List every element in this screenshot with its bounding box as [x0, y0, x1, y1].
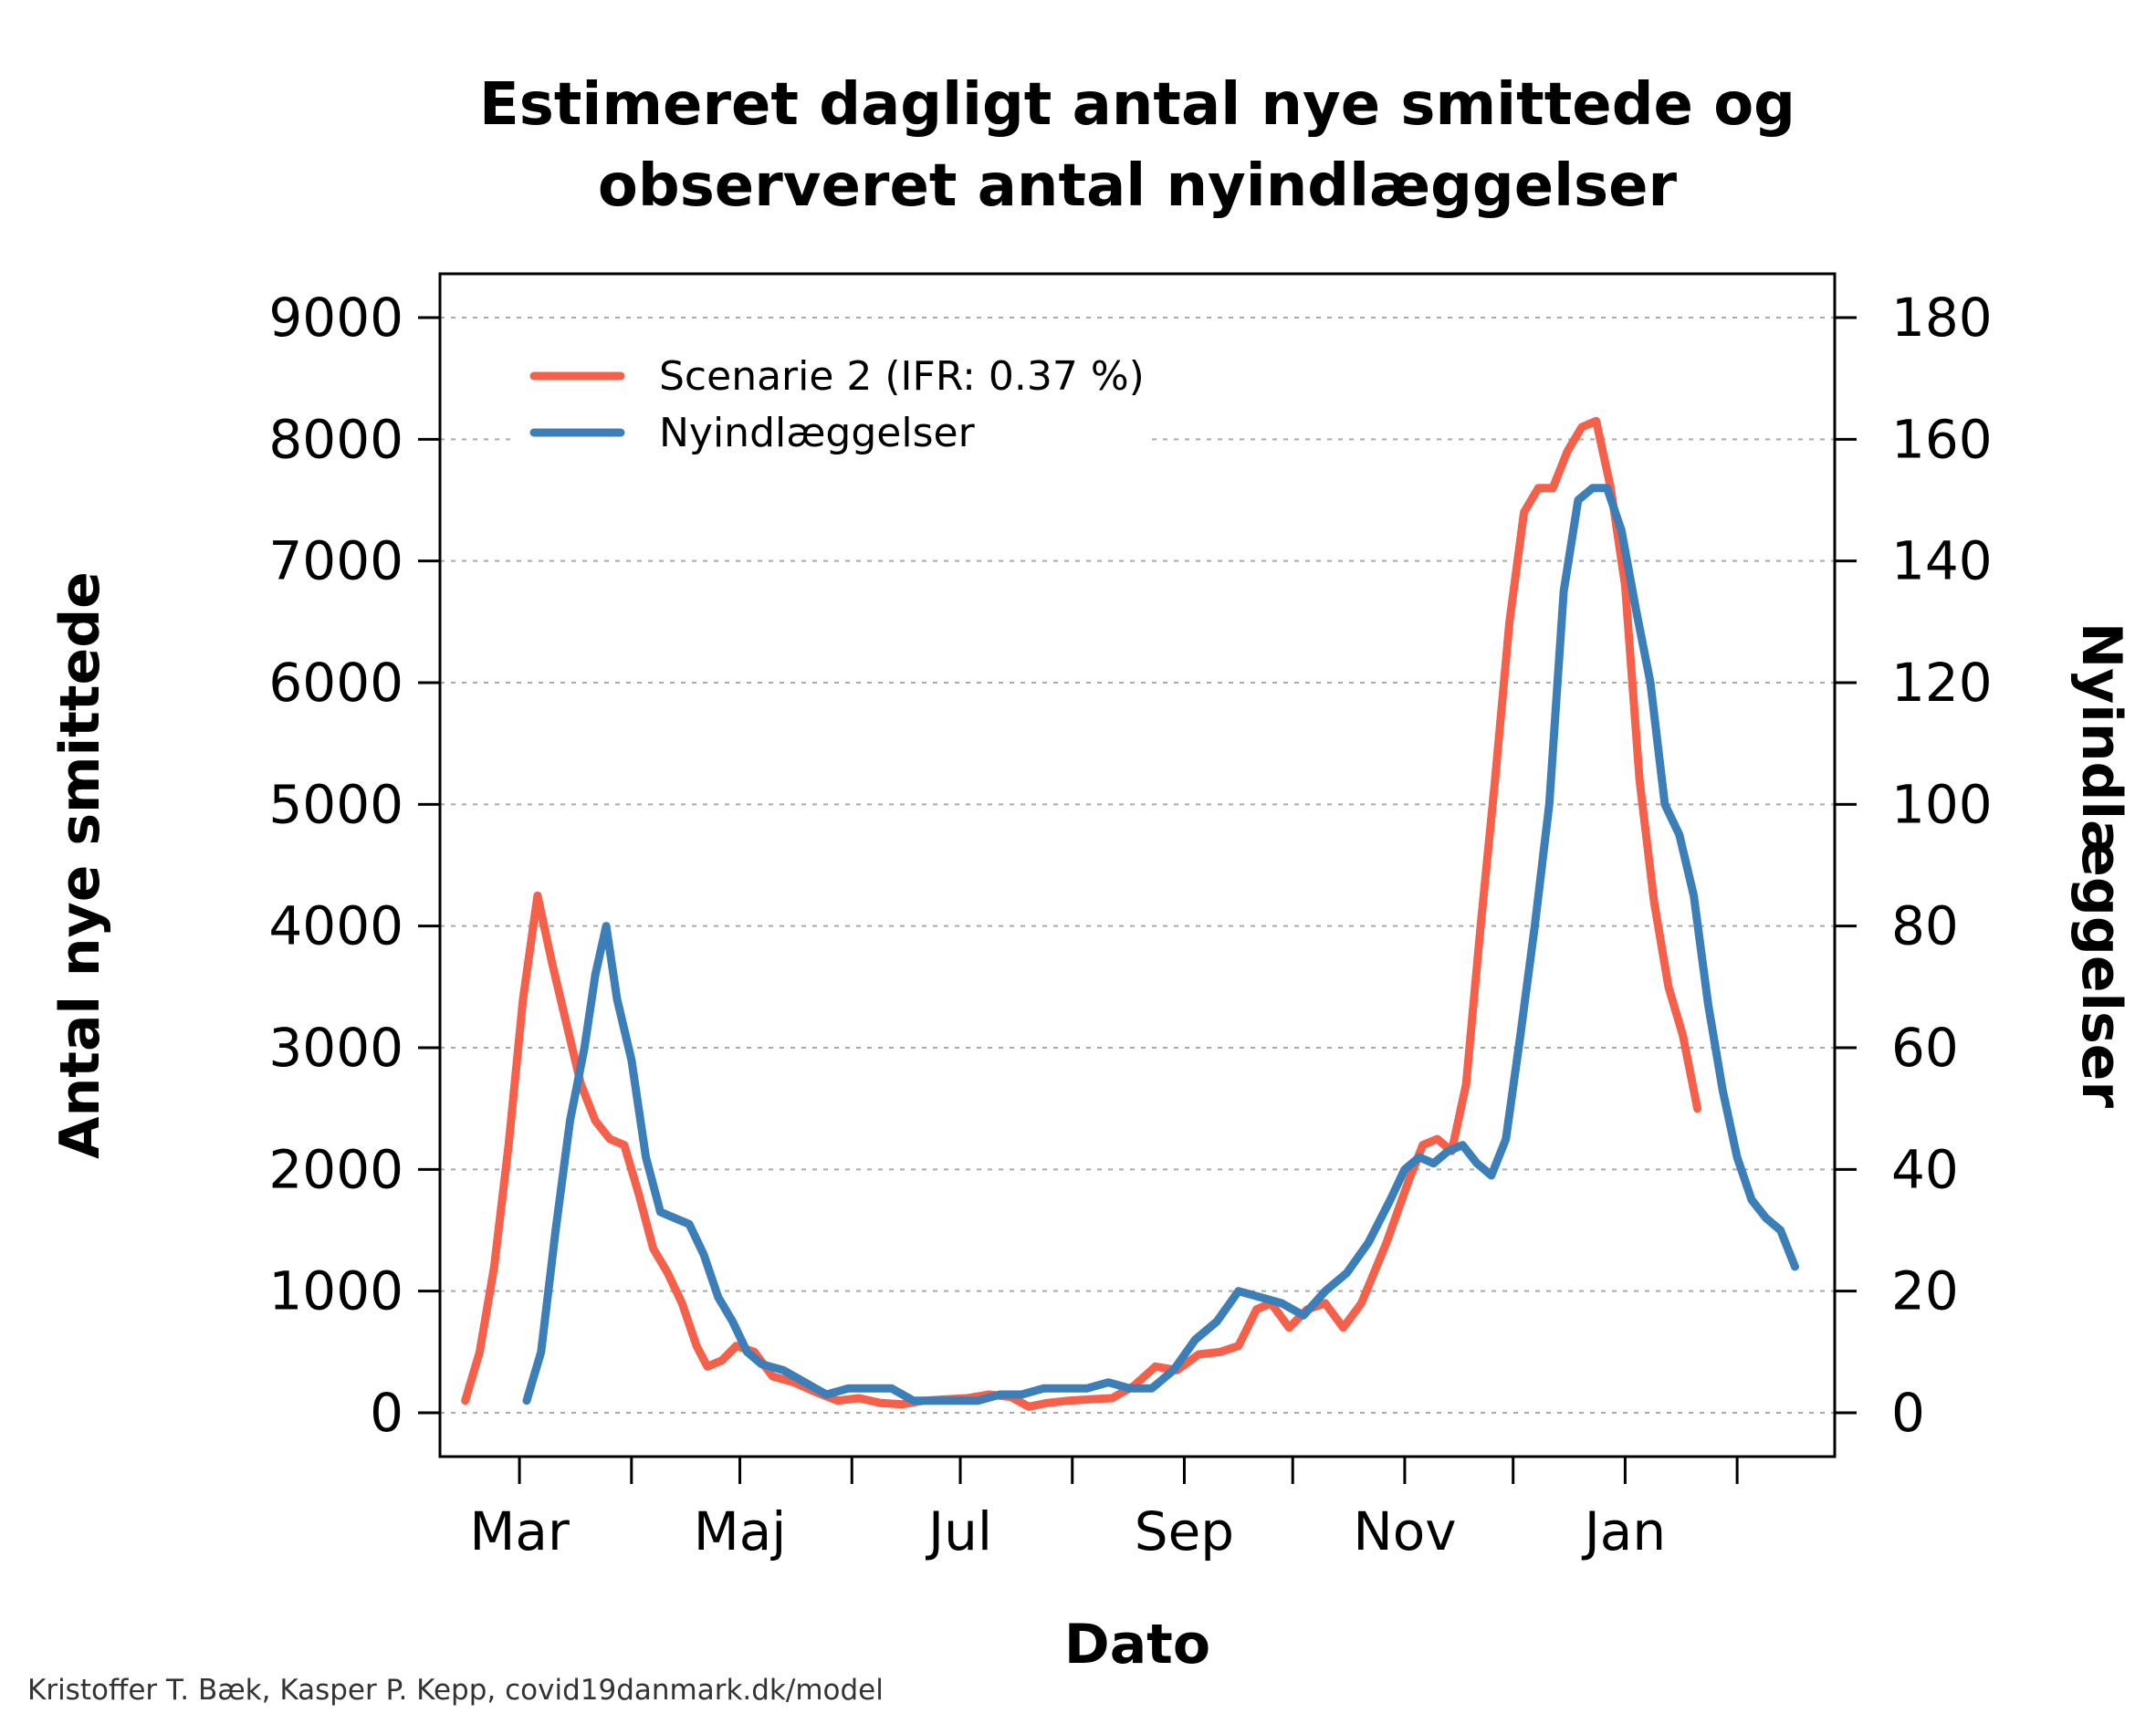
y-left-tick-label: 0 — [370, 1382, 403, 1444]
series-lines — [461, 416, 1799, 1411]
chart-title-line-1: Estimeret dagligt antal nye smittede og — [479, 71, 1795, 139]
series-line-nyindlaeggelser — [522, 484, 1799, 1405]
y-right-tick-label: 140 — [1891, 530, 1993, 592]
y-right-tick-label: 160 — [1891, 408, 1993, 470]
x-tick-label: Jul — [926, 1500, 992, 1562]
y-right-tick-label: 100 — [1891, 773, 1993, 835]
y-left-tick-label: 7000 — [268, 530, 403, 592]
right-axis: 0 20 40 60 80 100 120 140 160 180 — [1835, 287, 1993, 1444]
y-left-tick-label: 9000 — [268, 287, 403, 349]
x-tick-label: Nov — [1353, 1500, 1456, 1562]
y-right-tick-label: 60 — [1891, 1017, 1959, 1079]
series-line-scenarie — [461, 416, 1702, 1411]
y-left-tick-label: 5000 — [268, 773, 403, 835]
legend-label-scenarie: Scenarie 2 (IFR: 0.37 %) — [659, 353, 1145, 400]
y-left-tick-label: 1000 — [268, 1260, 403, 1322]
x-tick-label: Mar — [469, 1500, 570, 1562]
x-tick-label: Sep — [1135, 1500, 1234, 1562]
y-left-tick-label: 6000 — [268, 652, 403, 714]
x-tick-label: Jan — [1582, 1500, 1666, 1562]
x-axis-title: Dato — [1064, 1613, 1210, 1677]
y-right-tick-label: 180 — [1891, 287, 1993, 349]
y-right-tick-label: 80 — [1891, 895, 1959, 957]
y-left-tick-label: 3000 — [268, 1017, 403, 1079]
y-left-tick-label: 8000 — [268, 408, 403, 470]
y-right-tick-label: 120 — [1891, 652, 1993, 714]
y-right-tick-label: 0 — [1891, 1382, 1925, 1444]
x-axis: Mar Maj Jul Sep Nov Jan — [469, 1457, 1739, 1562]
chart-title-line-2: observeret antal nyindlæggelser — [598, 152, 1678, 220]
legend-background — [511, 336, 1150, 464]
y-right-tick-label: 20 — [1891, 1260, 1959, 1322]
credit-text: Kristoffer T. Bæk, Kasper P. Kepp, covid… — [27, 1674, 884, 1707]
y-left-tick-label: 2000 — [268, 1138, 403, 1200]
y-right-tick-label: 40 — [1891, 1138, 1959, 1200]
plot-frame — [438, 272, 1837, 1458]
legend: Scenarie 2 (IFR: 0.37 %) Nyindlæggelser — [511, 336, 1150, 464]
x-tick-label: Maj — [694, 1500, 787, 1562]
left-axis: 0 1000 2000 3000 4000 5000 6000 7000 8000 9000 — [268, 287, 440, 1444]
y-axis-right-title: Nyindlæggelser — [2069, 622, 2133, 1109]
y-left-tick-label: 4000 — [268, 895, 403, 957]
y-axis-left-title: Antal nye smittede — [48, 571, 112, 1159]
legend-label-nyindlaeggelser: Nyindlæggelser — [659, 410, 976, 456]
